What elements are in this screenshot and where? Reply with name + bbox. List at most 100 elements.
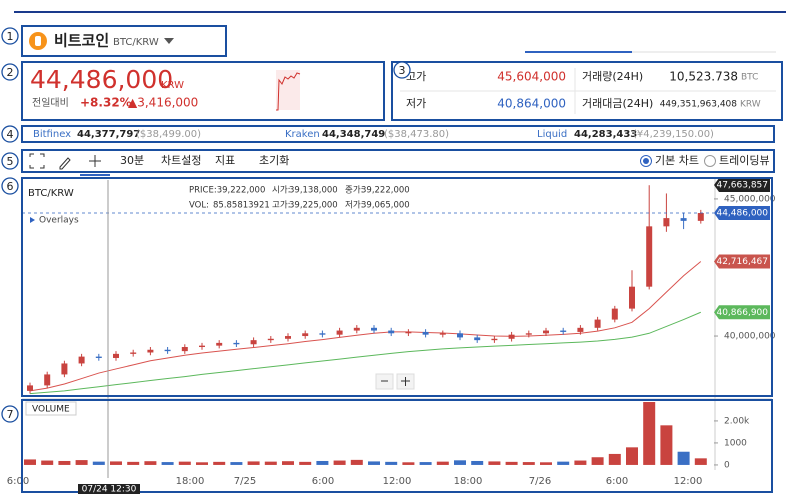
candle-body <box>680 218 687 221</box>
reset-button[interactable]: 초기화 <box>259 154 289 167</box>
candle-body <box>233 342 240 345</box>
volume-bar <box>110 461 122 465</box>
price-tag-label: 47,663,857 <box>716 181 768 191</box>
marker-number: 4 <box>7 128 14 141</box>
marker-circle <box>1 405 19 423</box>
exchange-alt: (¥4,239,150.00) <box>633 129 714 140</box>
change-pct: +8.32% <box>80 96 132 110</box>
crosshair-tag <box>78 484 140 494</box>
box-3 <box>391 61 783 121</box>
crosshair-button[interactable] <box>89 155 101 167</box>
radio-tv[interactable] <box>704 155 716 167</box>
volume-tick-label: 2.00k <box>724 416 750 426</box>
candle-body <box>491 338 498 341</box>
ohlc-info: 39,065,000 <box>361 201 410 211</box>
volume-bar <box>694 458 707 465</box>
volume-bar <box>247 461 260 465</box>
candle-body <box>611 308 618 320</box>
candle-body <box>250 340 257 345</box>
high-value: 45,604,000 <box>497 70 566 84</box>
marker-number: 1 <box>7 30 14 43</box>
candle-body <box>508 334 515 339</box>
basic-chart-option[interactable]: 기본 차트 <box>655 154 699 167</box>
candle-body <box>594 319 601 328</box>
marker: 1 <box>1 27 19 45</box>
marker-circle <box>1 63 19 81</box>
crosshair-time: 07/24 12:30 <box>82 485 137 495</box>
fullscreen-button[interactable] <box>29 153 45 169</box>
price-tag-bg <box>714 254 770 269</box>
price-tag-label: 42,716,467 <box>716 257 768 267</box>
interval-select[interactable]: 30분 <box>120 154 144 167</box>
volume-tick-label: 1000 <box>724 438 747 448</box>
volume-bar <box>58 460 71 465</box>
exchange-price: 44,377,797 <box>77 129 140 140</box>
exchange-alt: ($38,473.80) <box>384 129 449 140</box>
volume-bar <box>643 402 656 465</box>
candle-body <box>61 363 68 375</box>
x-tick-label: 12:00 <box>674 476 703 487</box>
volume-bar <box>436 461 449 465</box>
box-4 <box>21 125 775 143</box>
box-5 <box>21 149 775 173</box>
volume-tick-label: 0 <box>724 460 730 470</box>
candle-body <box>267 338 274 341</box>
candle-body <box>646 226 653 287</box>
x-tick-label: 6:00 <box>7 476 29 487</box>
box-2 <box>21 61 385 121</box>
y-tick-label: 40,000,000 <box>724 332 776 342</box>
volume-bar <box>557 461 570 465</box>
low-value: 40,864,000 <box>497 97 566 111</box>
exchange-price: 44,283,433 <box>574 129 637 140</box>
exchange-name: Kraken <box>285 129 320 140</box>
volume-bar <box>264 461 277 465</box>
ohlc-info: 시가: <box>272 186 291 196</box>
marker: 5 <box>1 152 19 170</box>
tradingview-option[interactable]: 트레이딩뷰 <box>719 154 770 167</box>
volume-bar <box>488 461 501 465</box>
volume-bar <box>626 447 638 465</box>
volume-bar <box>574 460 587 465</box>
x-tick-label: 18:00 <box>176 476 205 487</box>
candle-body <box>181 347 188 352</box>
volume-bar <box>522 462 535 465</box>
volume-bar <box>92 461 105 465</box>
candle-body <box>27 385 33 391</box>
candle-body <box>457 333 463 338</box>
ohlc-info: PRICE:39,222,000 <box>189 186 265 196</box>
overlays-toggle[interactable]: Overlays <box>39 216 79 226</box>
volume-bar <box>368 461 380 465</box>
volume-bar <box>419 462 432 465</box>
dropdown-caret[interactable] <box>164 38 174 44</box>
candle-body <box>336 330 343 335</box>
candle-body <box>405 331 412 334</box>
indicators-button[interactable]: 지표 <box>215 154 235 167</box>
volume-bar <box>505 461 518 465</box>
x-tick-label: 12:00 <box>383 476 412 487</box>
marker-number: 7 <box>7 408 14 421</box>
price-unit: KRW <box>161 80 184 91</box>
draw-button[interactable] <box>59 157 71 170</box>
volume-bar <box>608 453 621 465</box>
marker-number: 2 <box>7 66 14 79</box>
marker-number: 3 <box>399 64 406 77</box>
marker-circle <box>1 125 19 143</box>
marker-circle <box>1 177 19 195</box>
candle-body <box>422 331 429 335</box>
volume-label-box <box>25 401 77 416</box>
marker: 3 <box>393 61 411 79</box>
volume-bar <box>230 462 243 465</box>
settings-button[interactable]: 차트설정 <box>161 154 201 167</box>
coin-pair[interactable]: BTC/KRW <box>113 37 159 48</box>
change-label: 전일대비 <box>32 97 69 109</box>
ohlc-info: 39,222,000 <box>361 186 410 196</box>
price-tag-label: 40,866,900 <box>716 308 768 318</box>
x-tick-label: 18:00 <box>454 476 483 487</box>
vol-value: 10,523.738 <box>669 70 738 84</box>
volume-bar <box>540 462 552 465</box>
price-tag-bg <box>714 305 770 320</box>
overlays-caret[interactable] <box>30 217 35 223</box>
candle-body <box>113 353 119 358</box>
volume-bar <box>454 460 466 465</box>
